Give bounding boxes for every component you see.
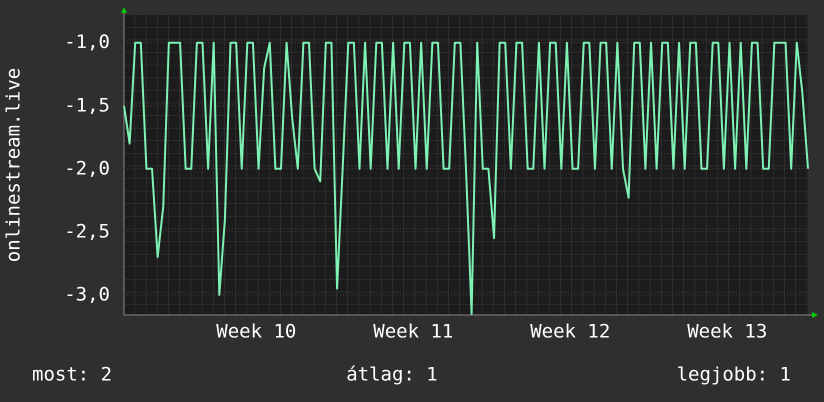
data-line xyxy=(123,41,809,315)
legend-item: átlag: 1 xyxy=(346,364,438,386)
y-tick-label: -3,0 xyxy=(64,283,110,305)
x-tick-label: Week 13 xyxy=(687,321,767,343)
y-tick-label: -1,0 xyxy=(64,31,110,53)
x-tick-label: Week 10 xyxy=(216,321,296,343)
y-tick-label: -1,5 xyxy=(64,94,110,116)
legend-item: legjobb: 1 xyxy=(677,364,791,386)
y-tick-label: -2,0 xyxy=(64,157,110,179)
axis-arrow xyxy=(121,7,127,13)
x-tick-label: Week 11 xyxy=(373,321,453,343)
x-tick-label: Week 12 xyxy=(530,321,610,343)
y-axis-label: onlinestream.live xyxy=(3,68,25,262)
legend-item: most: 2 xyxy=(32,364,112,386)
y-tick-label: -2,5 xyxy=(64,220,110,242)
axis-arrow xyxy=(812,312,818,318)
